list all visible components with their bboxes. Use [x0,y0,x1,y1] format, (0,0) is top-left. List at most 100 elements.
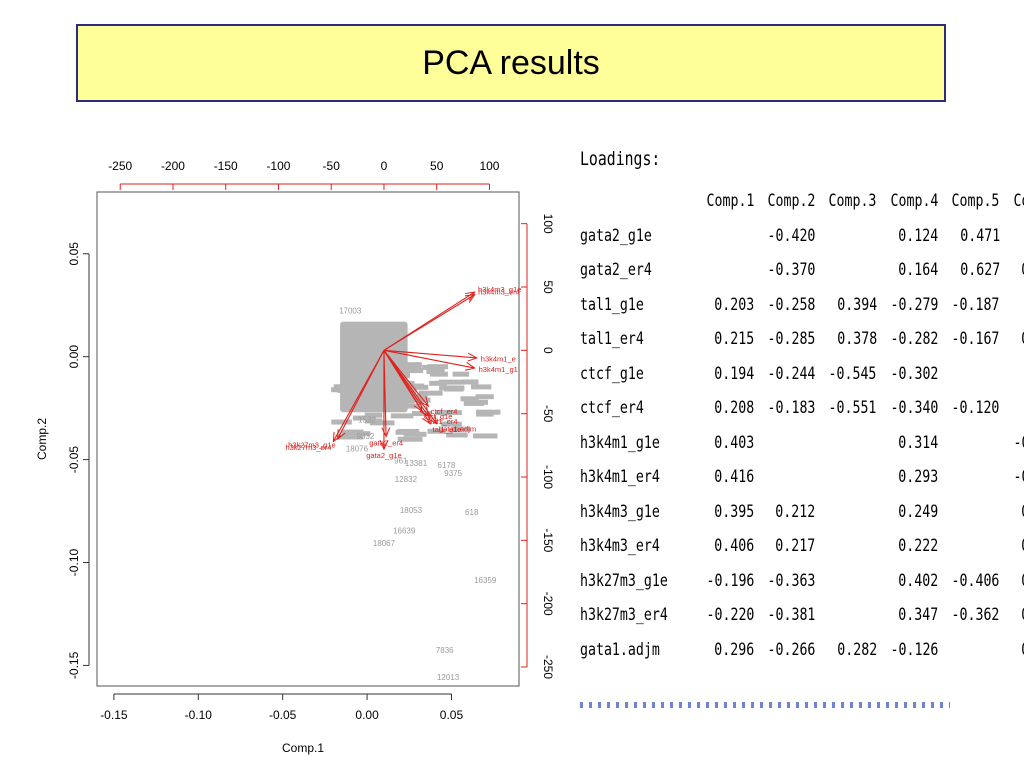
loadings-cell-value: -0.362 [951,605,1000,626]
point-label: 961 [394,457,408,466]
loadings-cell: 0.249 [877,495,938,530]
loadings-cell: -0.363 [754,564,816,599]
arrow-label: h3k4m3_g1e [478,285,521,294]
loadings-row: h3k27m3_g1e -0.196 -0.363 0.402 -0.406 0.171 [580,564,1024,599]
loadings-cell [815,460,876,495]
loadings-row-name: h3k27m3_g1e [580,564,693,599]
loadings-row-name: h3k4m1_er4 [580,460,693,495]
loadings-cell: 0.471 [938,219,1000,254]
point-cloud-label [438,379,465,385]
loadings-col-header-text: Comp.1 [706,191,755,212]
loadings-col-header: Comp.6 [1000,184,1024,219]
arrow-label: ctcf_er4 [431,407,458,416]
point-cloud-label [337,387,359,393]
loadings-row-name-text: h3k4m1_g1e [580,432,660,453]
loadings-row: tal1_er4 0.215 -0.285 0.378 -0.282 -0.167 0.16… [580,322,1024,357]
loadings-cell-value: 0.395 [714,501,755,522]
loadings-table: Comp.1 Comp.2 Comp.3 Comp.4 Comp.5 Comp.6 gat… [580,184,1024,667]
loadings-cell [754,460,815,495]
loadings-cell [1000,357,1024,392]
loadings-cell [815,253,876,288]
loadings-cell-value: -0.285 [767,329,816,350]
point-label: 18067 [373,539,396,548]
loadings-cell-value: 0.217 [775,536,816,557]
loadings-col-header: Comp.5 [938,184,1000,219]
loadings-row-name: h3k4m1_g1e [580,426,693,461]
loadings-cell-value: 0.194 [714,363,755,384]
arrow-label: h3k4m3_er4 [478,287,520,296]
loadings-cell-value: 0.208 [714,398,755,419]
point-cloud-label [446,432,468,438]
point-cloud-label [435,410,455,416]
loadings-row-name-text: h3k4m3_er4 [580,536,660,557]
loadings-cell-value: -0.485 [1013,432,1024,453]
loadings-cell [815,495,876,530]
point-cloud-label [397,436,423,442]
loadings-row-name: ctcf_er4 [580,391,693,426]
loadings-cell: -0.465 [1000,460,1024,495]
loading-arrow [383,295,475,351]
x-tick-label: -0.10 [185,708,213,722]
point-cloud-label [387,372,411,378]
loadings-row-name: ctcf_g1e [580,357,693,392]
point-cloud-label [472,433,498,439]
loadings-cell: 0.314 [877,426,938,461]
loadings-cell: 0.124 [877,219,938,254]
loadings-cell [938,357,999,392]
loadings-cell: 0.402 [877,564,938,599]
loadings-cell-value: 0.402 [898,570,939,591]
loadings-cell: 0.222 [877,529,938,564]
loadings-cell-value: 0.215 [714,329,755,350]
point-label: 18076 [346,444,369,453]
loadings-cell-value: 0.293 [898,467,939,488]
loadings-cell: -0.258 [754,288,816,323]
point-cloud-label [394,388,417,394]
loadings-cell [754,426,815,461]
right-tick-label: -50 [541,405,555,423]
loadings-cell [815,529,876,564]
loadings-cell-value: -0.266 [767,639,816,660]
point-cloud-label [347,431,371,437]
point-cloud-label [364,382,388,388]
loadings-cell: 0.129 [1000,598,1024,633]
plot-frame [96,191,520,687]
arrow-label: h3k27m3_er4 [286,443,332,452]
point-label: 7836 [436,646,454,655]
loadings-cell-value: -0.244 [767,363,816,384]
loadings-cell [1000,391,1024,426]
point-cloud-label [395,364,421,370]
loadings-cell: 0.477 [1000,495,1024,530]
top-tick-label: 100 [479,159,499,173]
loadings-cell [938,460,999,495]
y-tick-label: 0.05 [67,242,81,266]
loadings-row-name: tal1_g1e [580,288,693,323]
point-cloud-label [391,398,415,404]
top-tick-label: -200 [161,159,185,173]
loadings-row-name-text: h3k4m1_er4 [580,467,660,488]
loadings-col-header-text: Comp.3 [828,191,877,212]
loadings-cell-value: 0.129 [1021,605,1024,625]
loadings-cell-value: 0.403 [714,432,755,453]
loadings-cell-value: 0.137 [1021,260,1024,280]
loadings-cell: 0.171 [1000,564,1024,599]
loadings-cell-value: -0.545 [828,363,877,384]
point-label: 16639 [393,527,416,536]
right-tick-label: -200 [541,592,555,616]
loadings-row-name: tal1_er4 [580,322,693,357]
loadings-cell: 0.347 [877,598,938,633]
loadings-cell: 0.164 [1000,322,1024,357]
loadings-cell: 0.203 [693,288,754,323]
loadings-cell [1000,219,1024,254]
loadings-row-name-text: gata2_g1e [580,225,652,246]
cropped-text-strip [580,702,950,708]
loadings-cell-value: -0.220 [706,605,755,626]
arrow-label: tal1_er4 [431,417,458,426]
loadings-cell-value: 0.406 [714,536,755,557]
right-tick-label: -150 [541,528,555,552]
loadings-cell-value: -0.302 [890,363,939,384]
arrow-label: gata1.adjm [439,425,476,434]
loadings-cell-value: 0.171 [1021,571,1024,591]
loadings-row-name-text: tal1_g1e [580,294,644,315]
top-tick-label: -50 [323,159,341,173]
loadings-row: gata2_g1e -0.420 0.124 0.471 [580,219,1024,254]
